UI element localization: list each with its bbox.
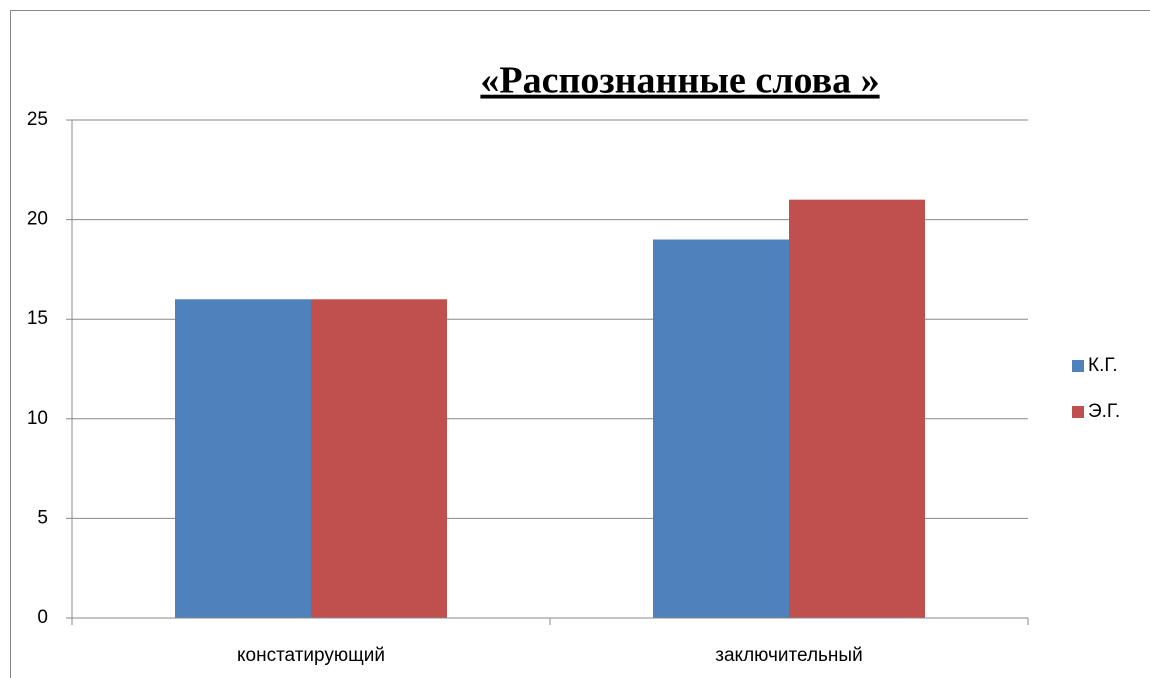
bar (175, 299, 311, 618)
legend-swatch (1072, 360, 1084, 372)
bar (789, 199, 925, 618)
y-tick-label: 5 (37, 507, 48, 528)
y-tick-label: 15 (27, 308, 48, 329)
bar (311, 299, 447, 618)
y-tick-label: 0 (37, 607, 48, 628)
chart-frame (10, 10, 1150, 678)
y-tick-label: 25 (27, 109, 48, 130)
y-tick-label: 20 (27, 209, 48, 230)
legend-label: К.Г. (1088, 355, 1118, 376)
x-tick-label: констатирующий (237, 645, 385, 666)
y-tick-label: 10 (27, 408, 48, 429)
legend-swatch (1072, 406, 1084, 418)
chart-title: «Распознанные слова » (480, 60, 879, 102)
bar (653, 239, 789, 618)
x-tick-label: заключительный (715, 645, 862, 666)
legend-label: Э.Г. (1088, 401, 1120, 422)
